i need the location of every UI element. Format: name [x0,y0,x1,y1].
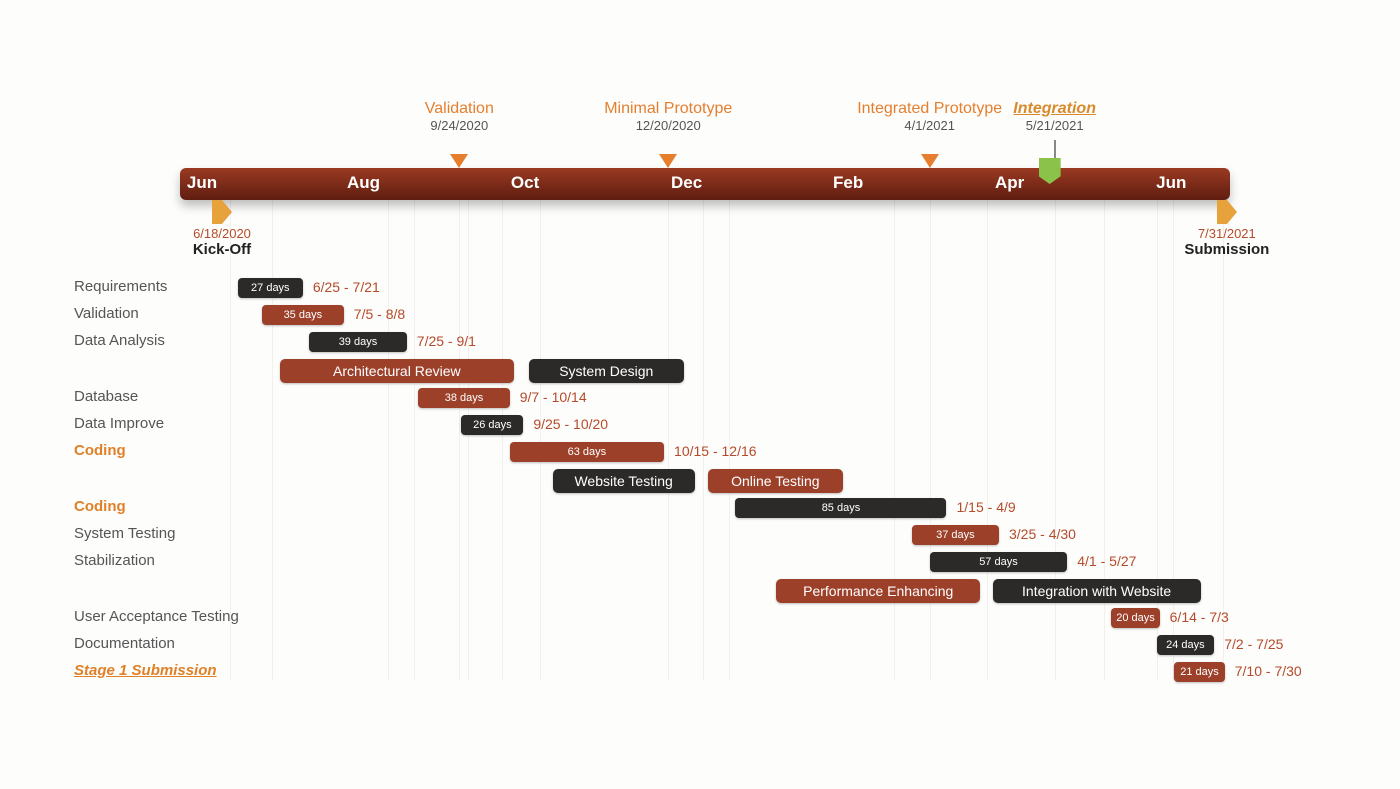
month-label: Jun [1156,173,1186,193]
task-dates: 6/14 - 7/3 [1170,609,1229,625]
row-label: Validation [74,305,139,322]
gridline [668,170,669,680]
task-dates: 7/10 - 7/30 [1235,663,1302,679]
row-label: Data Analysis [74,332,165,349]
row-label: Data Improve [74,415,164,432]
row-label: User Acceptance Testing [74,608,239,625]
gridline [930,170,931,680]
milestone-bottom-marker [212,200,232,224]
task-dates: 1/15 - 4/9 [957,499,1016,515]
gridline [987,170,988,680]
milestone-bottom-marker [1217,200,1237,224]
row-label: System Testing [74,525,175,542]
task-dates: 4/1 - 5/27 [1077,553,1136,569]
task-bar: 24 days [1157,635,1215,655]
gridline [703,170,704,680]
gridline [894,170,895,680]
gridline [1223,170,1224,680]
phase-bar: System Design [529,359,684,383]
gridline [459,170,460,680]
timeline-band [180,168,1230,200]
gridline [230,170,231,680]
task-bar: 85 days [735,498,946,518]
month-label: Apr [995,173,1024,193]
task-bar: 35 days [262,305,344,325]
task-dates: 7/5 - 8/8 [354,306,405,322]
task-bar: 37 days [912,525,999,545]
gridline [1055,170,1056,680]
task-bar: 27 days [238,278,303,298]
phase-bar: Website Testing [553,469,695,493]
task-dates: 9/25 - 10/20 [533,416,608,432]
month-label: Feb [833,173,863,193]
row-label: Stabilization [74,552,155,569]
row-label: Stage 1 Submission [74,662,217,679]
task-bar: 39 days [309,332,407,352]
task-bar: 57 days [930,552,1068,572]
month-label: Aug [347,173,380,193]
month-label: Dec [671,173,702,193]
task-dates: 10/15 - 12/16 [674,443,757,459]
milestone-top: Validation9/24/2020 [359,100,559,133]
task-dates: 7/25 - 9/1 [417,333,476,349]
task-dates: 7/2 - 7/25 [1224,636,1283,652]
phase-bar: Online Testing [708,469,842,493]
phase-bar: Integration with Website [993,579,1201,603]
gridline [1104,170,1105,680]
milestone-flag [1049,140,1061,184]
month-label: Jun [187,173,217,193]
gridline [388,170,389,680]
milestone-top: Integration5/21/2021 [955,100,1155,133]
milestone-bottom: 7/31/2021Submission [1147,226,1307,258]
task-bar: 21 days [1174,662,1224,682]
gridline [272,170,273,680]
phase-bar: Architectural Review [280,359,514,383]
phase-bar: Performance Enhancing [776,579,980,603]
task-bar: 20 days [1111,608,1159,628]
gridline [1157,170,1158,680]
row-label: Documentation [74,635,175,652]
milestone-top: Minimal Prototype12/20/2020 [568,100,768,133]
task-bar: 63 days [510,442,664,462]
row-label: Requirements [74,278,167,295]
gridline [729,170,730,680]
row-label: Database [74,388,138,405]
gridline [1173,170,1174,680]
month-label: Oct [511,173,539,193]
task-dates: 3/25 - 4/30 [1009,526,1076,542]
milestone-top: Integrated Prototype4/1/2021 [830,100,1030,133]
task-bar: 26 days [461,415,523,435]
task-dates: 9/7 - 10/14 [520,389,587,405]
task-bar: 38 days [418,388,509,408]
task-dates: 6/25 - 7/21 [313,279,380,295]
gridline [414,170,415,680]
milestone-bottom: 6/18/2020Kick-Off [142,226,302,258]
gantt-timeline-chart: Jun Aug Oct Dec Feb Apr Jun Validation9/24/2020… [0,0,1400,789]
row-label: Coding [74,442,126,459]
row-label: Coding [74,498,126,515]
